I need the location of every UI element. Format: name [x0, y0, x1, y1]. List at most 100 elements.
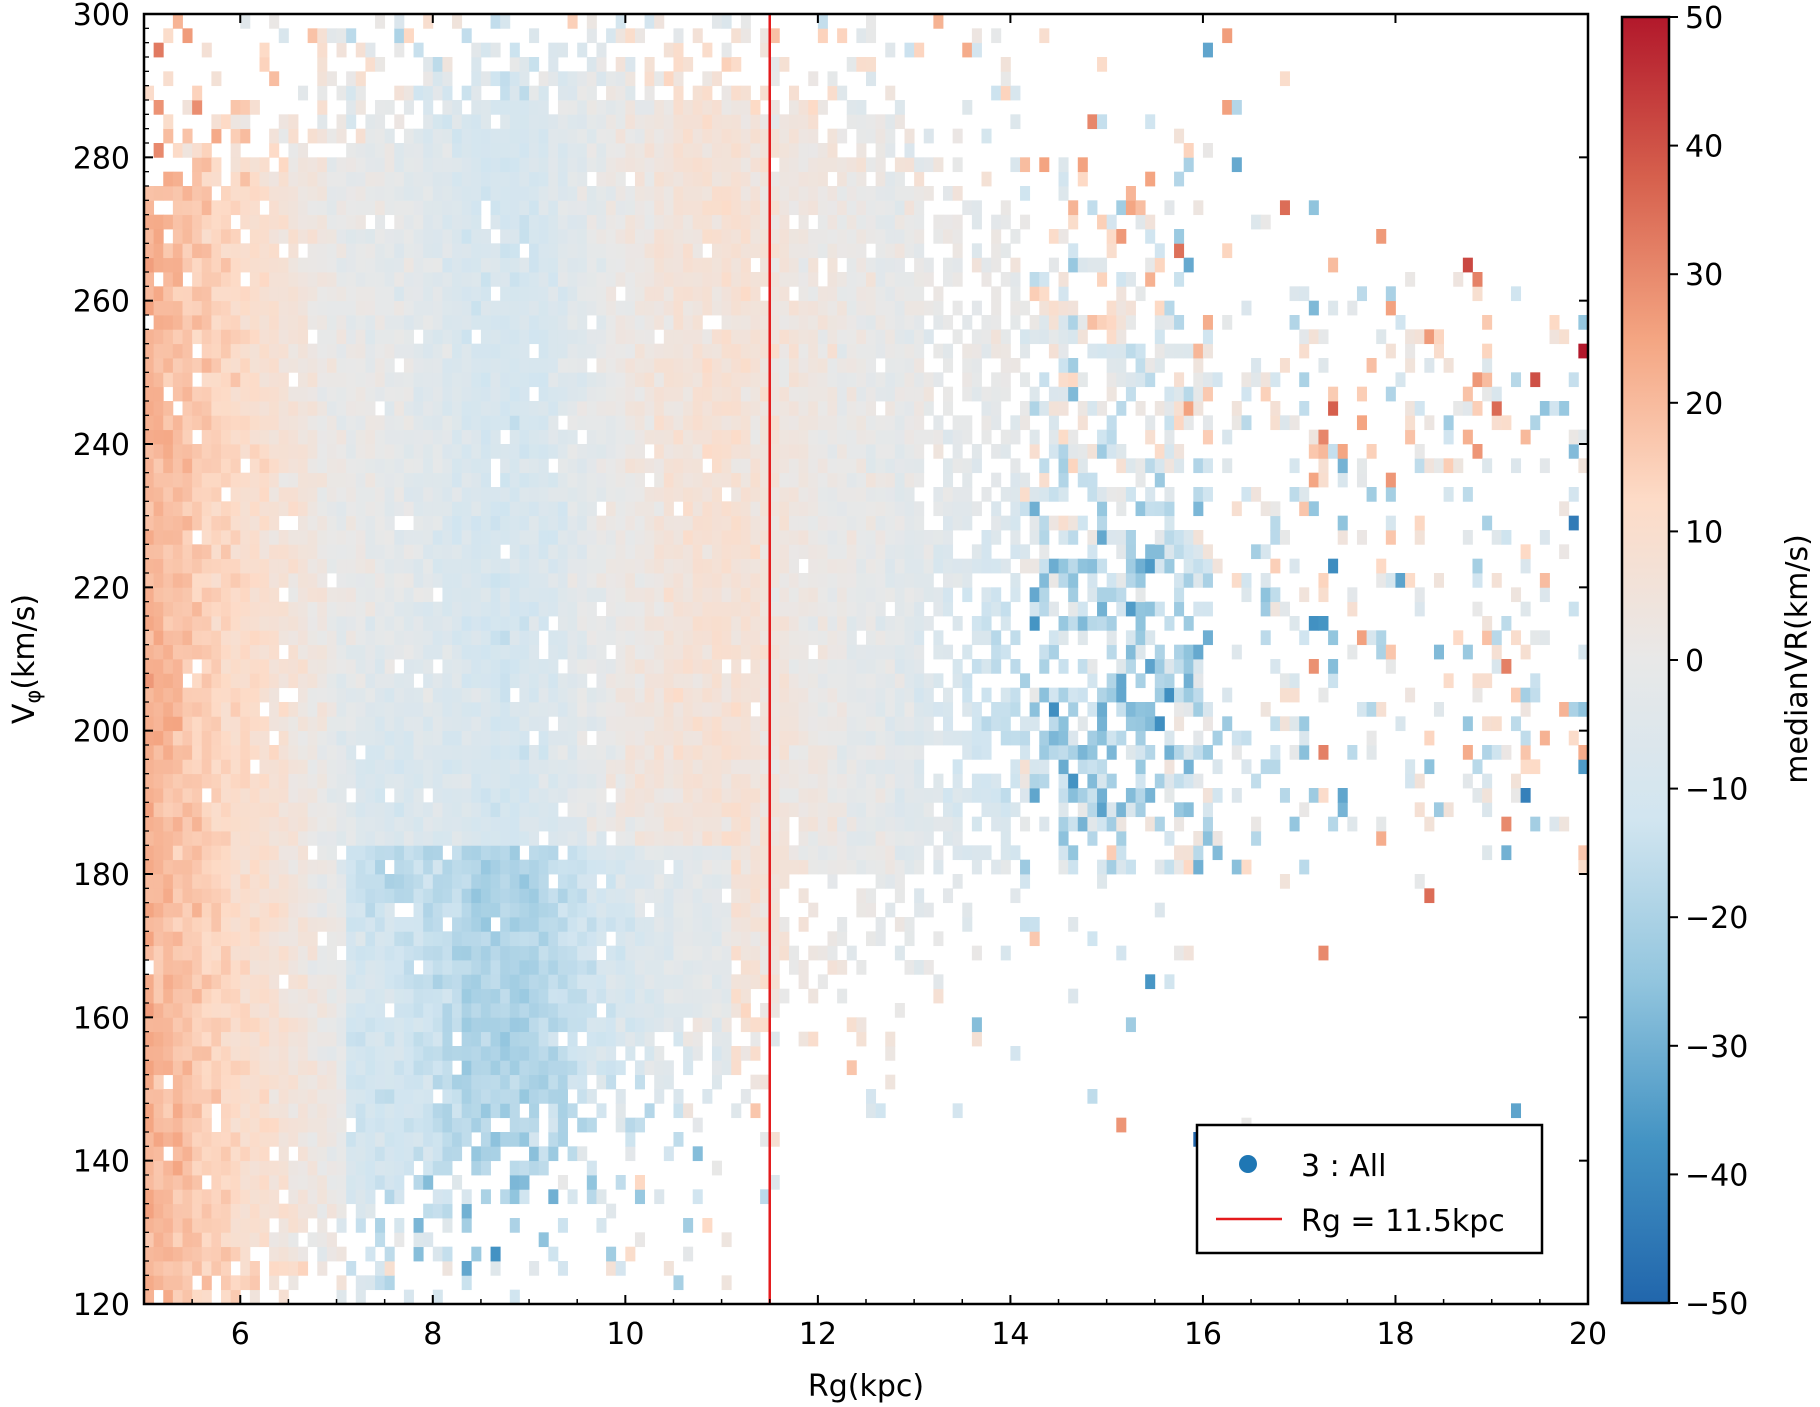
- heatmap-cell: [230, 1003, 241, 1018]
- heatmap-cell: [519, 71, 530, 87]
- heatmap-cell: [182, 845, 193, 861]
- heatmap-cell: [461, 343, 472, 359]
- heatmap-cell: [702, 530, 713, 545]
- heatmap-cell: [452, 730, 463, 746]
- heatmap-cell: [432, 530, 443, 545]
- heatmap-cell: [326, 214, 337, 230]
- heatmap-cell: [606, 315, 617, 330]
- heatmap-cell: [529, 501, 540, 517]
- heatmap-cell: [702, 587, 713, 603]
- heatmap-cell: [442, 143, 453, 158]
- heatmap-cell: [769, 286, 780, 302]
- heatmap-cell: [144, 945, 155, 961]
- heatmap-cell: [403, 544, 414, 560]
- heatmap-cell: [288, 472, 299, 488]
- heatmap-cell: [760, 659, 771, 674]
- heatmap-cell: [625, 71, 636, 87]
- heatmap-cell: [731, 644, 742, 660]
- heatmap-cell: [529, 229, 540, 244]
- heatmap-cell: [750, 931, 761, 947]
- heatmap-cell: [480, 472, 491, 488]
- heatmap-cell: [702, 960, 713, 975]
- heatmap-cell: [163, 171, 174, 187]
- heatmap-cell: [269, 601, 280, 617]
- heatmap-cell: [172, 902, 183, 918]
- heatmap-cell: [336, 630, 347, 646]
- heatmap-cell: [326, 315, 337, 330]
- heatmap-cell: [240, 1089, 251, 1104]
- heatmap-cell: [538, 300, 549, 316]
- heatmap-cell: [663, 745, 674, 760]
- heatmap-cell: [153, 917, 164, 932]
- heatmap-cell: [307, 515, 318, 531]
- heatmap-cell: [596, 816, 607, 832]
- heatmap-cell: [230, 329, 241, 345]
- heatmap-cell: [355, 931, 366, 947]
- heatmap-cell: [615, 415, 626, 431]
- heatmap-cell: [413, 931, 424, 947]
- heatmap-cell: [192, 587, 203, 603]
- heatmap-cell: [644, 71, 655, 87]
- heatmap-cell: [480, 1046, 491, 1061]
- heatmap-cell: [192, 1289, 203, 1304]
- heatmap-cell: [615, 57, 626, 72]
- heatmap-cell: [480, 1003, 491, 1018]
- heatmap-cell: [298, 143, 309, 158]
- heatmap-cell: [692, 644, 703, 660]
- heatmap-cell: [298, 487, 309, 502]
- heatmap-cell: [452, 1117, 463, 1133]
- heatmap-cell: [298, 573, 309, 588]
- heatmap-cell: [644, 401, 655, 416]
- heatmap-cell: [586, 472, 597, 488]
- heatmap-cell: [403, 1160, 414, 1176]
- heatmap-cell: [452, 644, 463, 660]
- heatmap-cell: [461, 386, 472, 402]
- heatmap-cell: [365, 1074, 376, 1090]
- heatmap-cell: [163, 515, 174, 531]
- heatmap-cell: [355, 386, 366, 402]
- heatmap-cell: [452, 745, 463, 760]
- heatmap-cell: [432, 286, 443, 302]
- heatmap-cell: [221, 1046, 232, 1061]
- heatmap-cell: [654, 659, 665, 674]
- heatmap-cell: [298, 816, 309, 832]
- heatmap-cell: [731, 114, 742, 130]
- heatmap-cell: [500, 845, 511, 861]
- heatmap-cell: [461, 458, 472, 474]
- heatmap-cell: [480, 1031, 491, 1047]
- heatmap-cell: [240, 558, 251, 574]
- heatmap-cell: [240, 214, 251, 230]
- heatmap-cell: [557, 1117, 568, 1133]
- heatmap-cell: [375, 1031, 386, 1047]
- heatmap-cell: [625, 386, 636, 402]
- heatmap-cell: [288, 501, 299, 517]
- heatmap-cell: [490, 616, 501, 631]
- heatmap-cell: [240, 386, 251, 402]
- heatmap-cell: [711, 71, 722, 87]
- heatmap-cell: [394, 157, 405, 173]
- heatmap-cell: [567, 630, 578, 646]
- heatmap-cell: [403, 315, 414, 330]
- heatmap-cell: [144, 1246, 155, 1262]
- heatmap-cell: [529, 1060, 540, 1076]
- heatmap-cell: [355, 630, 366, 646]
- heatmap-cell: [529, 702, 540, 717]
- heatmap-cell: [634, 816, 645, 832]
- heatmap-cell: [163, 214, 174, 230]
- heatmap-cell: [269, 171, 280, 187]
- heatmap-cell: [509, 1003, 520, 1018]
- heatmap-cell: [461, 931, 472, 947]
- heatmap-cell: [182, 372, 193, 388]
- heatmap-cell: [153, 644, 164, 660]
- heatmap-cell: [519, 315, 530, 330]
- heatmap-cell: [644, 415, 655, 431]
- heatmap-cell: [683, 716, 694, 732]
- heatmap-cell: [769, 702, 780, 717]
- heatmap-cell: [182, 1175, 193, 1190]
- heatmap-cell: [403, 945, 414, 961]
- heatmap-cell: [221, 200, 232, 216]
- heatmap-cell: [153, 286, 164, 302]
- heatmap-cell: [365, 472, 376, 488]
- heatmap-cell: [750, 730, 761, 746]
- heatmap-cell: [615, 673, 626, 689]
